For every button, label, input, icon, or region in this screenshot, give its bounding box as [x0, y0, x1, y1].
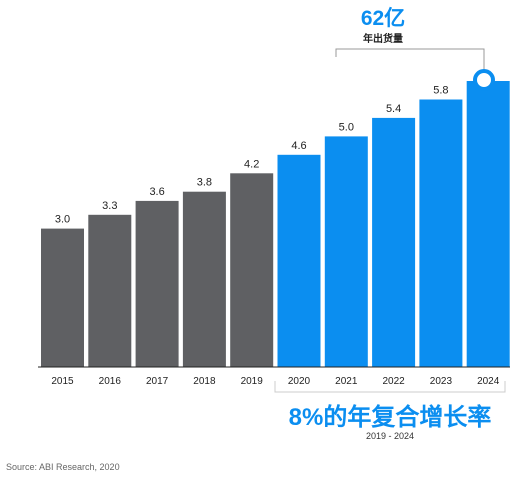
x-tick-2015: 2015 [51, 376, 74, 387]
bar-2015 [41, 228, 84, 367]
bar-2021 [324, 136, 368, 367]
data-label-2017: 3.6 [149, 186, 164, 198]
bar-2022 [372, 117, 416, 368]
callout-label: 年出货量 [363, 34, 403, 45]
data-label-2023: 5.8 [433, 85, 448, 97]
data-label-2019: 4.2 [244, 158, 259, 170]
data-label-2015: 3.0 [55, 214, 70, 226]
data-label-2018: 3.8 [197, 177, 212, 189]
bar-2017 [135, 200, 179, 367]
bar-2018 [182, 191, 226, 367]
x-tick-2018: 2018 [193, 376, 216, 387]
source-note: Source: ABI Research, 2020 [6, 462, 120, 472]
cagr-bracket [274, 381, 506, 393]
x-tick-2024: 2024 [477, 376, 500, 387]
x-tick-2016: 2016 [99, 376, 122, 387]
bar-2019 [230, 173, 274, 367]
bar-2016 [88, 214, 132, 367]
data-label-2016: 3.3 [102, 200, 117, 212]
cagr-title: 8%的年复合增长率 [288, 404, 492, 431]
x-tick-2020: 2020 [288, 376, 311, 387]
callout-marker [473, 69, 495, 91]
bars-group: 3.0 2015 3.3 2016 3.6 2017 3.8 2018 4.2 2019 4.6 20… [41, 81, 510, 387]
callout-bracket [335, 48, 495, 91]
x-tick-2017: 2017 [146, 376, 169, 387]
x-tick-2022: 2022 [382, 376, 405, 387]
callout-value: 62亿 [360, 7, 406, 30]
cagr-range: 2019 - 2024 [365, 431, 415, 441]
bar-2020 [277, 154, 321, 367]
bar-2023 [419, 99, 463, 367]
x-tick-2021: 2021 [335, 376, 358, 387]
data-label-2020: 4.6 [291, 140, 306, 152]
bar-2024 [466, 81, 510, 367]
x-tick-2019: 2019 [241, 376, 264, 387]
data-label-2022: 5.4 [386, 103, 401, 115]
data-label-2021: 5.0 [339, 121, 354, 133]
x-tick-2023: 2023 [430, 376, 453, 387]
